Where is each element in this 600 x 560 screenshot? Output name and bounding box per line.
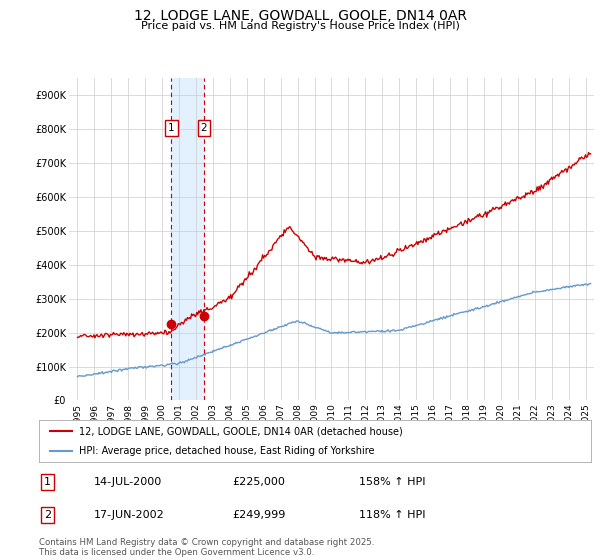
Text: 14-JUL-2000: 14-JUL-2000 — [94, 477, 163, 487]
Text: £249,999: £249,999 — [232, 510, 286, 520]
Text: 118% ↑ HPI: 118% ↑ HPI — [359, 510, 425, 520]
Bar — [171, 78, 204, 400]
Text: Price paid vs. HM Land Registry's House Price Index (HPI): Price paid vs. HM Land Registry's House … — [140, 21, 460, 31]
Text: 158% ↑ HPI: 158% ↑ HPI — [359, 477, 425, 487]
Text: 2: 2 — [44, 510, 51, 520]
Text: 1: 1 — [44, 477, 51, 487]
Text: HPI: Average price, detached house, East Riding of Yorkshire: HPI: Average price, detached house, East… — [79, 446, 375, 456]
Text: Contains HM Land Registry data © Crown copyright and database right 2025.
This d: Contains HM Land Registry data © Crown c… — [39, 538, 374, 557]
Text: 1: 1 — [168, 123, 175, 133]
Text: 12, LODGE LANE, GOWDALL, GOOLE, DN14 0AR (detached house): 12, LODGE LANE, GOWDALL, GOOLE, DN14 0AR… — [79, 426, 403, 436]
Text: 2: 2 — [200, 123, 207, 133]
Text: 17-JUN-2002: 17-JUN-2002 — [94, 510, 165, 520]
Text: £225,000: £225,000 — [232, 477, 285, 487]
Text: 12, LODGE LANE, GOWDALL, GOOLE, DN14 0AR: 12, LODGE LANE, GOWDALL, GOOLE, DN14 0AR — [133, 9, 467, 23]
